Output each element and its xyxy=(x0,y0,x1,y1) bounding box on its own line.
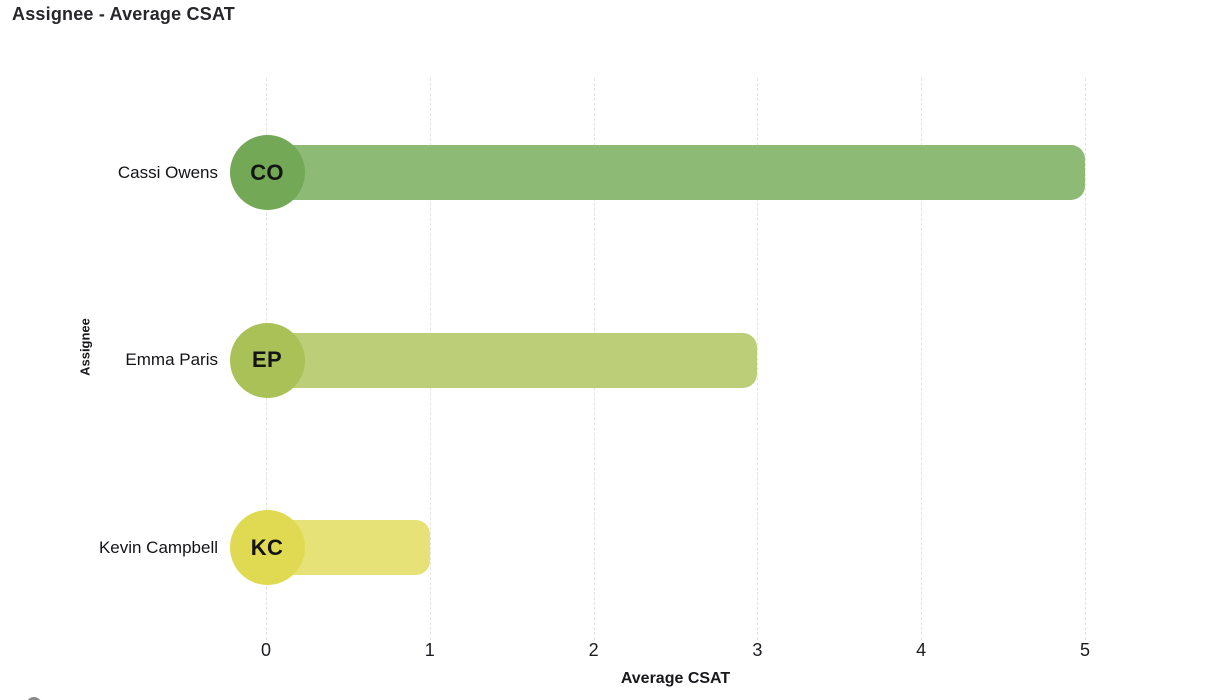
x-tick-label-0: 0 xyxy=(260,640,272,660)
avatar-ep[interactable]: EP xyxy=(229,322,305,398)
bar-co[interactable] xyxy=(266,145,1085,200)
row-label-kc: Kevin Campbell xyxy=(98,537,218,557)
x-tick-label-3: 3 xyxy=(752,640,763,660)
row-label-co: Cassi Owens xyxy=(117,162,218,182)
gridline-x-4 xyxy=(921,78,923,640)
row-label-ep: Emma Paris xyxy=(125,350,218,369)
x-tick-label-5: 5 xyxy=(1079,640,1091,660)
partial-bottom-left-icon[interactable] xyxy=(26,697,42,700)
gridline-x-3 xyxy=(757,78,759,640)
bar-ep[interactable] xyxy=(266,332,758,388)
avatar-kc[interactable]: KC xyxy=(229,510,305,585)
chart-title: Assignee - Average CSAT xyxy=(12,4,235,24)
x-tick-label-1: 1 xyxy=(424,640,435,660)
x-axis-label: Average CSAT xyxy=(620,670,731,687)
gridline-x-5 xyxy=(1085,78,1086,640)
x-tick-label-4: 4 xyxy=(916,640,927,660)
x-tick-label-2: 2 xyxy=(588,640,599,660)
avatar-co[interactable]: CO xyxy=(229,135,305,210)
